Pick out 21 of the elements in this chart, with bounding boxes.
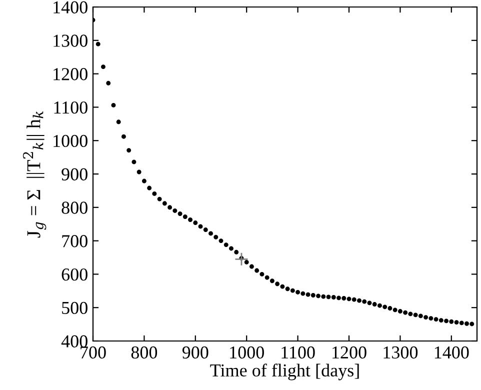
x-tick-label: 700 <box>80 346 106 359</box>
x-tick-label: 1200 <box>332 346 366 359</box>
y-tick-label: 500 <box>62 302 88 314</box>
y-tick-label: 800 <box>62 202 88 214</box>
y-tick-label: 900 <box>62 168 88 180</box>
x-tick-label: 900 <box>182 346 208 359</box>
y-tick-label: 600 <box>62 268 88 281</box>
x-tick-label: 800 <box>131 346 158 359</box>
y-tick-label: 1200 <box>54 68 88 80</box>
y-tick-label: 700 <box>62 235 88 248</box>
x-tick-label: 1000 <box>230 346 264 359</box>
x-tick-label: 1300 <box>384 346 418 359</box>
x-axis-title: Time of flight [days] <box>210 364 359 380</box>
y-tick-label: 1300 <box>54 34 88 47</box>
y-tick-label: 1100 <box>54 101 88 114</box>
x-tick-label: 1100 <box>282 346 315 359</box>
x-tick-label: 1400 <box>434 346 469 359</box>
y-tick-label: 1000 <box>54 134 88 148</box>
y-tick-label: 400 <box>61 335 88 348</box>
y-tick-label: 1400 <box>54 1 88 14</box>
y-axis-title: J$_{g}$ = Σ ||T$^{2}$$_{k}$|| h$_{k}$ <box>22 111 46 238</box>
